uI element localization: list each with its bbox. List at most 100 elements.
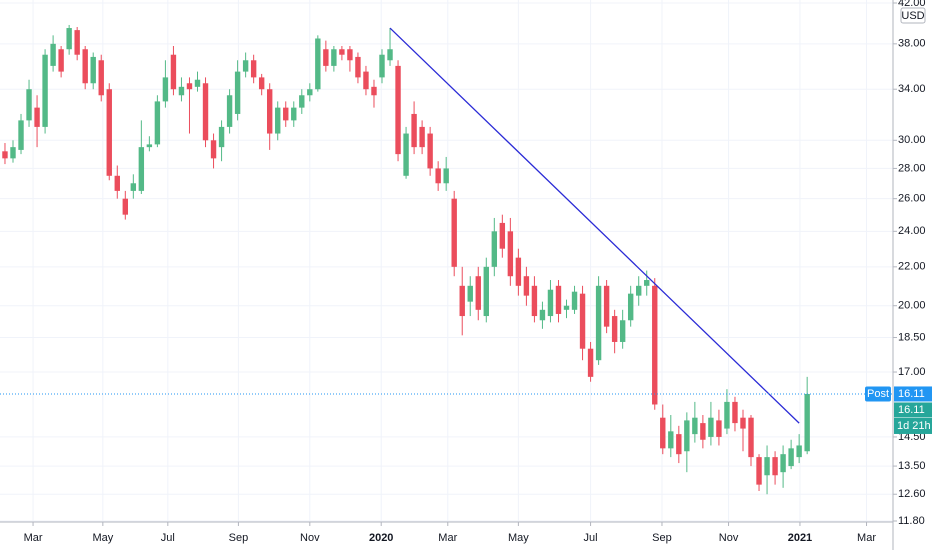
candle-body <box>299 95 305 108</box>
y-tick-label: 11.80 <box>898 515 925 527</box>
candle-body <box>756 457 762 485</box>
candle-body <box>708 417 714 437</box>
candle-body <box>82 49 88 84</box>
currency-box <box>900 7 926 24</box>
candle-body <box>218 126 225 148</box>
trendline <box>389 27 800 424</box>
candle-body <box>716 420 722 437</box>
candle-body <box>250 60 257 78</box>
x-tick-label: 2020 <box>369 532 393 544</box>
candle-body <box>242 60 249 72</box>
x-tick-label: Sep <box>652 532 672 544</box>
candle-body <box>266 89 273 134</box>
y-tick-label: 24.00 <box>898 225 926 237</box>
candle-body <box>603 285 610 327</box>
candle-body <box>652 285 658 405</box>
candle-body <box>403 133 409 176</box>
candle-body <box>523 276 530 296</box>
candle-body <box>10 147 16 159</box>
candle-body <box>122 198 129 215</box>
candle-body <box>764 457 770 476</box>
countdown-box <box>894 417 932 434</box>
candle-body <box>788 448 794 467</box>
candle-body <box>587 348 594 377</box>
y-tick-label: 28.00 <box>898 162 926 174</box>
candle-body <box>162 77 169 102</box>
candle-body <box>355 56 361 78</box>
x-tick-label: Jul <box>161 532 175 544</box>
candle-body <box>42 54 48 127</box>
x-tick-label: Nov <box>719 532 739 544</box>
x-tick-label: Mar <box>438 532 457 544</box>
post-price-box <box>894 386 932 402</box>
candle-body <box>66 28 72 50</box>
y-tick-label: 13.50 <box>898 460 926 472</box>
candle-body <box>676 434 682 455</box>
candle-body <box>411 113 417 148</box>
x-tick-label: Mar <box>857 532 876 544</box>
candle-body <box>499 222 506 249</box>
candle-body <box>291 107 297 121</box>
y-tick-label: 17.00 <box>898 366 926 378</box>
candle-body <box>571 291 578 310</box>
candle-body <box>331 49 337 66</box>
candle-body <box>154 101 161 145</box>
candle-body <box>531 285 538 317</box>
candle-body <box>636 285 642 296</box>
candle-body <box>186 83 193 90</box>
last-price: 16.11 <box>898 404 925 416</box>
candle-body <box>283 107 289 121</box>
candle-body <box>579 293 586 349</box>
post-tag-box <box>865 386 891 402</box>
candle-body <box>58 49 64 72</box>
candle-body <box>644 280 650 286</box>
candle-body <box>427 133 433 169</box>
candle-body <box>323 49 329 66</box>
candle-body <box>114 175 120 191</box>
y-tick-label: 38.00 <box>898 38 926 50</box>
candle-body <box>178 86 185 96</box>
candle-body <box>419 126 425 148</box>
candle-body <box>700 423 706 440</box>
candle-body <box>170 54 177 90</box>
y-tick-label: 30.00 <box>898 134 926 146</box>
candle-body <box>74 30 80 55</box>
candle-body <box>507 231 514 277</box>
candle-body <box>804 393 810 452</box>
y-tick-label: 18.50 <box>898 331 926 343</box>
candle-body <box>18 120 24 150</box>
candle-body <box>611 316 618 342</box>
candle-body <box>130 183 137 191</box>
candle-body <box>515 257 522 286</box>
y-tick-label: 20.00 <box>898 300 926 312</box>
candle-body <box>347 49 353 61</box>
candle-body <box>275 107 281 134</box>
candle-body <box>451 198 457 267</box>
post-price: 16.11 <box>898 388 925 400</box>
candle-body <box>692 417 698 435</box>
candle-body <box>379 54 385 78</box>
candle-body <box>339 49 345 55</box>
candle-body <box>146 144 153 148</box>
candle-body <box>563 305 570 310</box>
candle-body <box>363 71 369 90</box>
candle-body <box>780 454 786 473</box>
candle-body <box>210 140 217 159</box>
candle-body <box>740 417 746 429</box>
candle-body <box>315 38 321 90</box>
candle-body <box>395 65 401 155</box>
candle-body <box>26 89 32 121</box>
candle-body <box>34 107 40 127</box>
candle-body <box>258 77 265 90</box>
candle-body <box>668 431 674 449</box>
x-tick-label: Jul <box>584 532 598 544</box>
candle-body <box>483 266 489 317</box>
candle-body <box>539 309 546 321</box>
candle-body <box>443 168 449 184</box>
candle-body <box>724 401 730 429</box>
x-tick-label: Mar <box>24 532 43 544</box>
y-tick-label: 34.00 <box>898 83 926 95</box>
candle-body <box>627 293 634 321</box>
